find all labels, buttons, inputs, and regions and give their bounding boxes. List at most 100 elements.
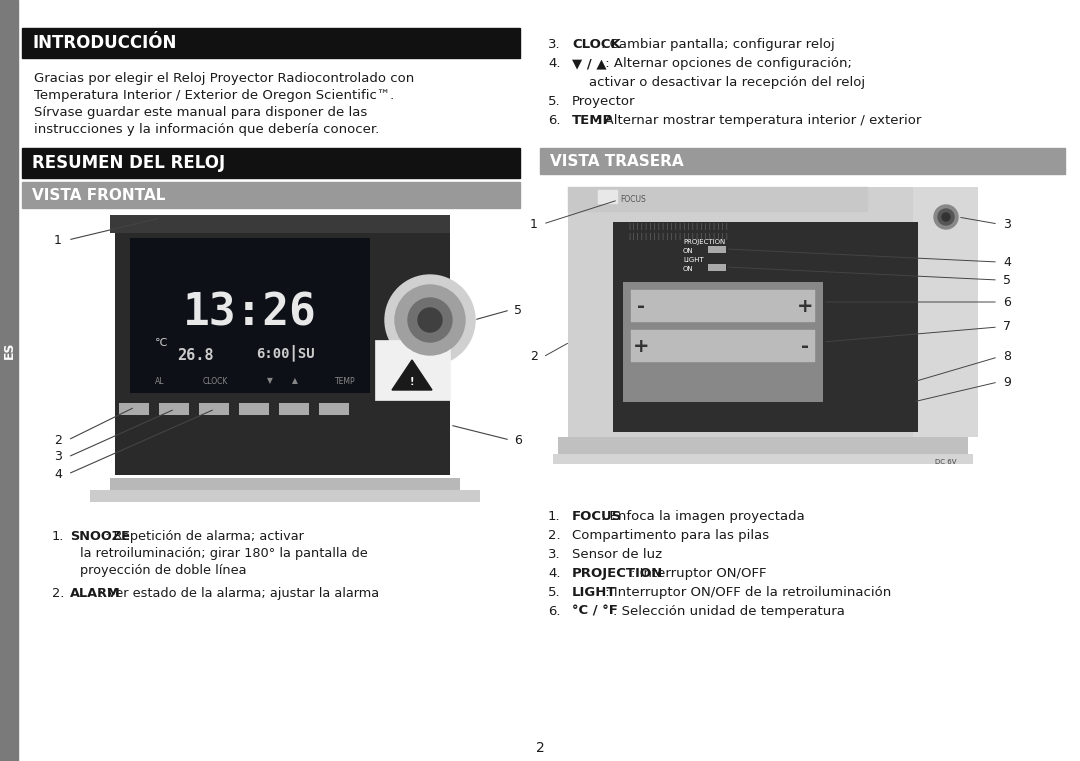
Bar xyxy=(279,403,309,415)
Text: +: + xyxy=(797,297,813,316)
Text: : Selección unidad de temperatura: : Selección unidad de temperatura xyxy=(613,605,846,618)
Text: 2.: 2. xyxy=(548,529,561,542)
Text: TEMP: TEMP xyxy=(335,377,355,386)
Bar xyxy=(114,220,450,475)
Text: 2: 2 xyxy=(54,434,62,447)
Text: Compartimento para las pilas: Compartimento para las pilas xyxy=(572,529,769,542)
Text: Temperatura Interior / Exterior de Oregon Scientific™.: Temperatura Interior / Exterior de Orego… xyxy=(33,89,394,102)
Text: 13:26: 13:26 xyxy=(184,291,316,335)
Text: !: ! xyxy=(409,377,415,387)
Text: : Alternar mostrar temperatura interior / exterior: : Alternar mostrar temperatura interior … xyxy=(595,114,921,127)
Text: ▼: ▼ xyxy=(267,377,273,386)
Text: 6.: 6. xyxy=(548,605,561,618)
Circle shape xyxy=(942,213,950,221)
Bar xyxy=(568,187,968,437)
Text: ON: ON xyxy=(683,248,693,254)
Bar xyxy=(110,478,460,500)
Text: Sensor de luz: Sensor de luz xyxy=(572,548,662,561)
Text: 4.: 4. xyxy=(548,567,561,580)
Bar xyxy=(631,330,815,362)
Text: 7: 7 xyxy=(1003,320,1011,333)
Bar xyxy=(90,490,480,502)
Text: Proyector: Proyector xyxy=(572,95,635,108)
Text: : Cambiar pantalla; configurar reloj: : Cambiar pantalla; configurar reloj xyxy=(602,38,835,51)
Bar xyxy=(0,0,18,761)
Text: LIGHT: LIGHT xyxy=(683,257,704,263)
Text: VISTA FRONTAL: VISTA FRONTAL xyxy=(32,187,165,202)
Text: 2: 2 xyxy=(536,741,544,755)
Text: 5.: 5. xyxy=(548,586,561,599)
Text: CLOCK: CLOCK xyxy=(202,377,228,386)
Bar xyxy=(913,187,978,437)
Bar xyxy=(558,437,968,455)
Bar xyxy=(239,403,269,415)
Text: -: - xyxy=(801,336,809,355)
Text: -: - xyxy=(637,297,645,316)
Text: 3: 3 xyxy=(1003,218,1011,231)
Circle shape xyxy=(934,205,958,229)
Text: 6:00⎪SU: 6:00⎪SU xyxy=(256,345,314,361)
Text: 3: 3 xyxy=(54,451,62,463)
Text: ▼ / ▲: ▼ / ▲ xyxy=(572,57,607,70)
Text: 2.: 2. xyxy=(52,587,65,600)
Text: 6.: 6. xyxy=(548,114,561,127)
Text: : Interruptor ON/OFF de la retroiluminación: : Interruptor ON/OFF de la retroiluminac… xyxy=(602,586,892,599)
Text: proyección de doble línea: proyección de doble línea xyxy=(80,564,246,577)
Text: 26.8: 26.8 xyxy=(177,349,213,364)
Polygon shape xyxy=(392,360,432,390)
Text: Sírvase guardar este manual para disponer de las: Sírvase guardar este manual para dispone… xyxy=(33,106,367,119)
Text: Gracias por elegir el Reloj Proyector Radiocontrolado con: Gracias por elegir el Reloj Proyector Ra… xyxy=(33,72,415,85)
Bar xyxy=(708,264,726,271)
Bar xyxy=(540,148,1065,174)
Text: ES: ES xyxy=(2,341,15,358)
Text: 1.: 1. xyxy=(548,510,561,523)
Text: 8: 8 xyxy=(1003,351,1011,364)
Bar xyxy=(375,340,450,400)
Circle shape xyxy=(939,209,954,225)
Bar xyxy=(22,148,519,178)
Bar xyxy=(130,238,370,393)
Text: 6: 6 xyxy=(1003,295,1011,308)
Text: PROJECTION: PROJECTION xyxy=(683,239,726,245)
Text: 5.: 5. xyxy=(548,95,561,108)
Bar xyxy=(110,215,450,233)
Bar xyxy=(623,282,823,402)
Text: ||||||||||||||||||||||||: |||||||||||||||||||||||| xyxy=(627,233,729,240)
Text: INTRODUCCIÓN: INTRODUCCIÓN xyxy=(32,34,176,52)
Text: 6: 6 xyxy=(514,434,522,447)
Text: : Ver estado de la alarma; ajustar la alarma: : Ver estado de la alarma; ajustar la al… xyxy=(99,587,379,600)
Text: ALARM: ALARM xyxy=(70,587,121,600)
Circle shape xyxy=(384,275,475,365)
Bar xyxy=(22,28,519,58)
Text: 3.: 3. xyxy=(548,548,561,561)
Text: FOCUS: FOCUS xyxy=(620,195,646,203)
Text: 2: 2 xyxy=(530,351,538,364)
Circle shape xyxy=(418,308,442,332)
Text: FOCUS: FOCUS xyxy=(572,510,622,523)
Text: °C / °F: °C / °F xyxy=(572,605,618,618)
Bar xyxy=(613,222,918,432)
Text: la retroiluminación; girar 180° la pantalla de: la retroiluminación; girar 180° la panta… xyxy=(80,547,368,560)
Text: ▲: ▲ xyxy=(292,377,298,386)
Text: : Alternar opciones de configuración;: : Alternar opciones de configuración; xyxy=(602,57,852,70)
Bar xyxy=(119,403,149,415)
Text: ℃: ℃ xyxy=(156,338,167,348)
Text: PROJECTION: PROJECTION xyxy=(572,567,663,580)
Text: 4.: 4. xyxy=(548,57,561,70)
Bar xyxy=(199,403,229,415)
Text: 5: 5 xyxy=(514,304,522,317)
Text: +: + xyxy=(633,336,649,355)
Text: ON: ON xyxy=(683,266,693,272)
Text: RESUMEN DEL RELOJ: RESUMEN DEL RELOJ xyxy=(32,154,225,172)
Text: 5: 5 xyxy=(1003,273,1011,286)
Text: 3.: 3. xyxy=(548,38,561,51)
Text: LIGHT: LIGHT xyxy=(572,586,617,599)
Circle shape xyxy=(395,285,465,355)
Text: 1.: 1. xyxy=(52,530,65,543)
Text: : Enfoca la imagen proyectada: : Enfoca la imagen proyectada xyxy=(602,510,806,523)
Text: AL: AL xyxy=(156,377,165,386)
Circle shape xyxy=(408,298,453,342)
Bar xyxy=(708,246,726,253)
Text: TEMP: TEMP xyxy=(572,114,613,127)
Text: DC 6V: DC 6V xyxy=(935,459,957,465)
